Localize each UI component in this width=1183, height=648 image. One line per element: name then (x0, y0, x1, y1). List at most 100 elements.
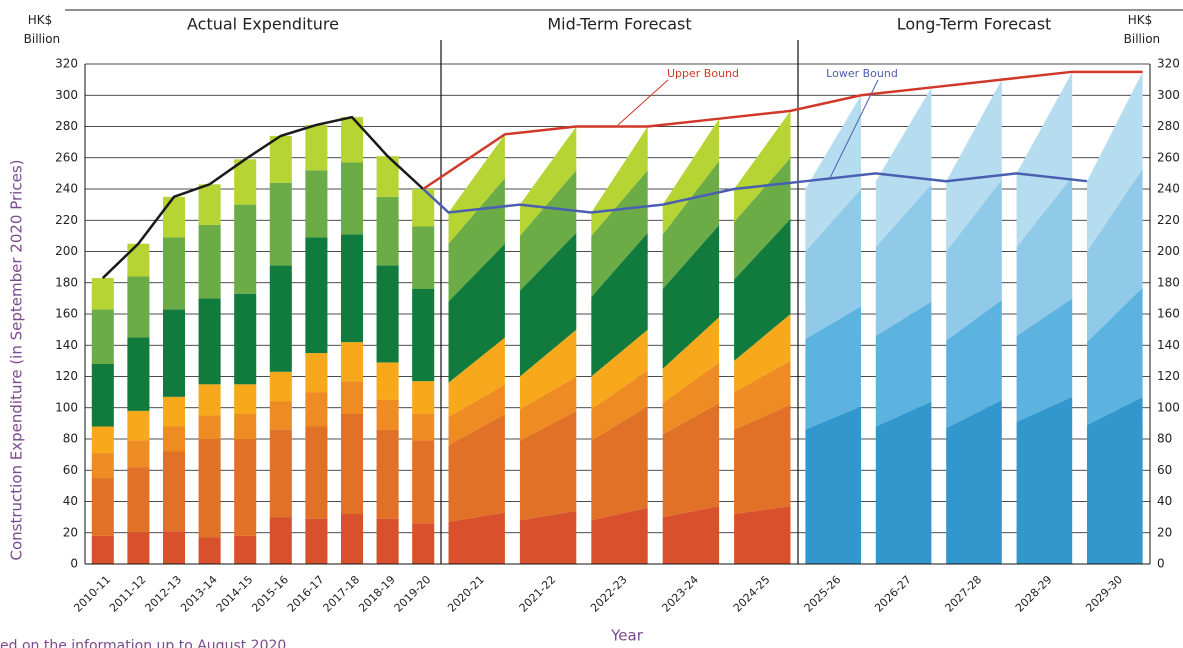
bar-segment (91, 309, 114, 364)
x-tick-label: 2010-11 (71, 573, 113, 615)
y-unit-right: HK$ Billion (1120, 13, 1160, 46)
section-title: Mid-Term Forecast (547, 15, 691, 34)
x-tick-label: 2014-15 (214, 573, 256, 615)
bar-segment (412, 523, 435, 564)
bar-segment (91, 426, 114, 454)
bar-segment (234, 535, 257, 564)
range-bar-segment (662, 224, 720, 369)
range-bar-segment (591, 232, 648, 377)
bar-segment (269, 265, 292, 372)
range-bar-segment (1016, 71, 1073, 247)
range-bar-segment (875, 401, 932, 564)
x-tick-label: 2028-29 (1013, 573, 1055, 615)
range-bar-segment (734, 157, 791, 280)
bar-segment (234, 384, 257, 414)
y-tick-label-right: 320 (1157, 57, 1180, 71)
x-tick-label: 2027-28 (943, 573, 985, 615)
x-tick-label: 2020-21 (445, 573, 487, 615)
y-tick-label-right: 80 (1157, 432, 1172, 446)
y-tick-label-right: 180 (1157, 275, 1180, 289)
bar-segment (162, 237, 186, 310)
y-tick-label-right: 100 (1157, 400, 1180, 414)
x-tick-label: 2026-27 (872, 573, 914, 615)
range-bar-segment (448, 512, 505, 564)
bar-segment (234, 159, 257, 205)
bar-segment (412, 226, 435, 289)
bar-segment (269, 517, 292, 564)
range-bar-segment (662, 403, 720, 518)
bar-segment (162, 451, 186, 532)
range-bar-segment (946, 79, 1002, 252)
y-tick-label: 40 (63, 494, 78, 508)
y-tick-label: 320 (55, 57, 78, 71)
range-bar-segment (591, 406, 648, 521)
x-tick-label: 2017-18 (321, 573, 363, 615)
y-tick-label: 0 (70, 557, 78, 571)
y-tick-label-right: 280 (1157, 119, 1180, 133)
range-bar-segment (591, 170, 648, 297)
bar-segment (162, 309, 186, 397)
bar-segment (269, 182, 292, 266)
range-bar-segment (1086, 396, 1143, 564)
bar-segment (340, 381, 364, 414)
bar-segment (305, 237, 328, 354)
bar-segment (340, 162, 364, 235)
y-tick-label: 60 (63, 463, 78, 477)
range-bar-segment (662, 118, 720, 235)
range-bar-segment (519, 126, 577, 236)
bar-segment (198, 439, 221, 538)
range-bar-segment (1086, 287, 1143, 425)
x-tick-label: 2012-13 (143, 573, 185, 615)
range-bar-segment (448, 243, 505, 383)
y-tick-label: 160 (55, 307, 78, 321)
range-bar-segment (662, 160, 720, 289)
bar-segment (198, 298, 221, 385)
x-tick-label: 2015-16 (249, 573, 291, 615)
range-bar-segment (519, 376, 577, 441)
bar-segment (127, 410, 150, 441)
bar-segment (305, 392, 328, 427)
bar-segment (340, 342, 364, 382)
bar-segment (127, 243, 150, 277)
bar-segment (198, 184, 221, 225)
range-bar-segment (662, 506, 720, 564)
bar-segment (91, 364, 114, 427)
y-tick-label: 220 (55, 213, 78, 227)
bar-segment (305, 426, 328, 519)
x-tick-label: 2013-14 (178, 573, 220, 615)
bar-segment (376, 265, 399, 363)
x-tick-label: 2025-26 (802, 573, 844, 615)
range-bar-segment (448, 384, 505, 446)
y-tick-label-right: 240 (1157, 182, 1180, 196)
x-tick-label: 2022-23 (588, 573, 630, 615)
range-bar-segment (805, 189, 862, 339)
bar-segment (198, 384, 221, 416)
y-tick-label-right: 300 (1157, 88, 1180, 102)
y-tick-label: 200 (55, 244, 78, 258)
bar-segment (376, 362, 399, 400)
section-title: Actual Expenditure (187, 15, 339, 34)
range-bar-segment (1016, 176, 1073, 336)
y-tick-label-right: 140 (1157, 338, 1180, 352)
bar-segment (412, 381, 435, 414)
bar-segment (91, 535, 114, 564)
bar-segment (198, 537, 221, 564)
x-tick-label: 2011-12 (107, 573, 149, 615)
bar-segment (91, 278, 114, 310)
bar-segment (91, 478, 114, 536)
annotation: Upper Bound (667, 67, 739, 80)
y-tick-label-right: 160 (1157, 307, 1180, 321)
bar-segment (198, 415, 221, 439)
range-bar-segment (591, 329, 648, 410)
bar-segment (127, 337, 150, 411)
range-bar-segment (591, 370, 648, 441)
x-tick-label: 2016-17 (285, 573, 327, 615)
bar-segment (305, 170, 328, 238)
range-bar-segment (946, 299, 1002, 429)
bar-segment (234, 293, 257, 385)
bar-segment (305, 124, 328, 171)
bar-segment (412, 440, 435, 524)
bar-segment (269, 401, 292, 430)
bar-segment (340, 234, 364, 343)
